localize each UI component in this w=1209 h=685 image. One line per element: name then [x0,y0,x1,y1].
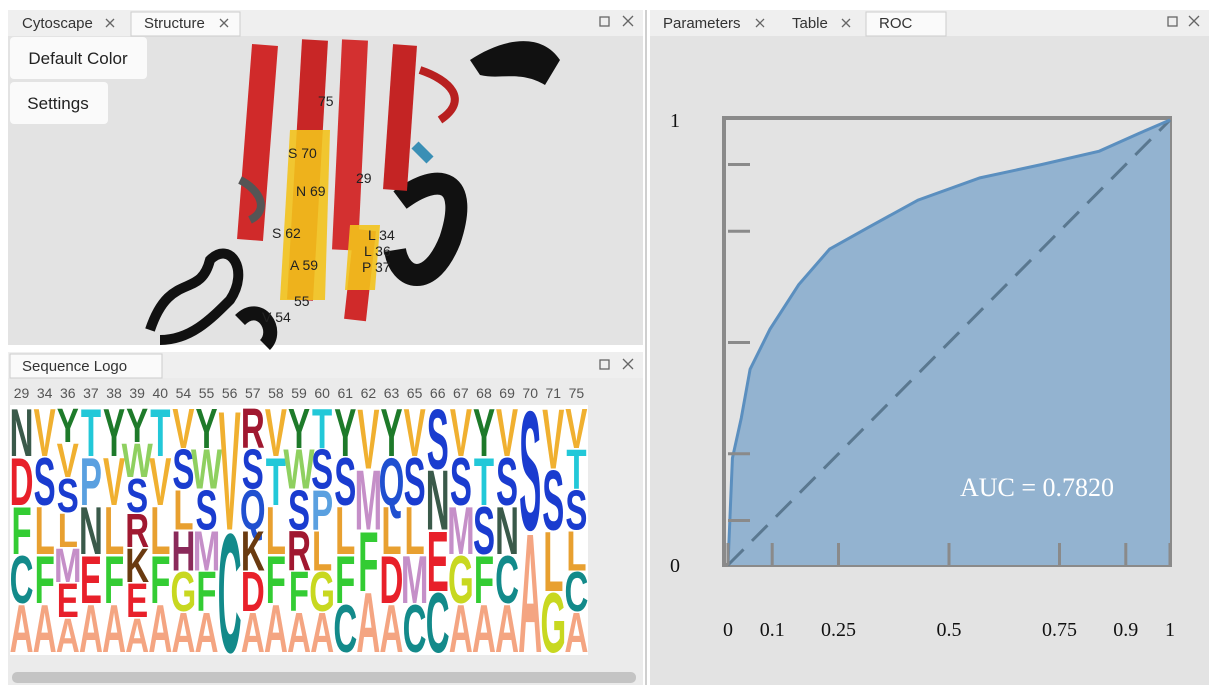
residue-label: 29 [356,170,372,186]
logo-letter: A [56,608,80,663]
tab-structure[interactable]: Structure [144,15,205,32]
logo-letter: A [79,592,103,667]
logo-letter: A [33,592,57,667]
scrollbar[interactable] [12,672,636,683]
button-label[interactable]: Settings [27,94,88,113]
tab-roc[interactable]: ROC [879,15,913,32]
tab-cytoscape[interactable]: Cytoscape [22,15,93,32]
logo-letter: C [403,592,427,667]
residue-label: S 62 [272,225,301,241]
residue-label: 75 [318,93,334,109]
residue-label: L 36 [364,243,391,259]
logo-letter: A [10,592,34,667]
logo-letter: A [449,592,473,667]
logo-letter: A [171,601,195,665]
residue-label: A 59 [290,257,318,273]
logo-letter: A [148,592,172,667]
logo-letter: A [310,601,334,665]
logo-letter: A [495,592,519,667]
logo-letter: A [472,592,496,667]
y-tick-label: 0 [670,555,680,577]
annotation: AUC = 0.7820 [960,473,1114,502]
tab-table[interactable]: Table [792,15,828,32]
logo-letter: G [540,576,566,671]
residue-label: S 70 [288,145,317,161]
logo-letter: A [102,592,126,667]
y-tick-label: 1 [670,110,680,132]
residue-label: N 69 [296,183,326,199]
x-tick-label: 0 [723,619,733,641]
x-tick-label: 0.9 [1113,619,1138,641]
logo-letter: A [287,601,311,665]
logo-letter: C [426,576,450,671]
x-tick-label: 0.75 [1042,619,1077,641]
x-tick-label: 0.1 [760,619,785,641]
residue-label: L 34 [368,227,395,243]
button-label[interactable]: Default Color [28,49,128,68]
logo-letter: A [380,592,404,667]
residue-label: P 37 [362,259,391,275]
logo-letter: C [333,592,357,667]
residue-label: 55 [294,293,310,309]
tab-sequence-logo[interactable]: Sequence Logo [22,358,127,375]
logo-letter: A [356,576,380,671]
logo-letter: C [218,498,242,685]
x-tick-label: 1 [1165,619,1175,641]
residue-label: V 54 [262,309,291,325]
logo-letter: A [195,601,219,665]
logo-letter: A [125,608,149,663]
logo-letter: A [241,601,265,665]
tab-bar [8,10,643,36]
logo-letter: A [518,498,542,685]
x-tick-label: 0.5 [937,619,962,641]
logo-letter: A [565,601,589,665]
app-window: Cytoscape Structure Default Color Settin… [0,0,1209,685]
logo-letter: A [264,592,288,667]
tab-parameters[interactable]: Parameters [663,15,741,32]
x-tick-label: 0.25 [821,619,856,641]
